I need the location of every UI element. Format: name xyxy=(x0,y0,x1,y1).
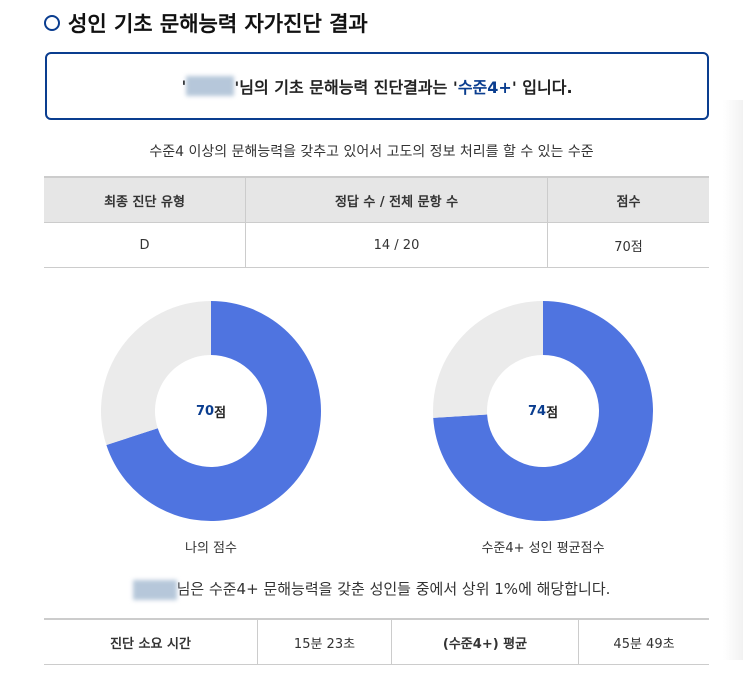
percentile-text: 님은 수준4+ 문해능력을 갖춘 성인들 중에서 상위 1%에 해당합니다. xyxy=(0,578,743,600)
page-title: 성인 기초 문해능력 자가진단 결과 xyxy=(44,8,368,38)
time-label: 진단 소요 시간 xyxy=(44,619,258,665)
average-value: 45분 49초 xyxy=(578,619,709,665)
time-value: 15분 23초 xyxy=(257,619,392,665)
donut-empty-slice xyxy=(100,301,211,445)
page-title-text: 성인 기초 문해능력 자가진단 결과 xyxy=(68,12,368,36)
level-description: 수준4 이상의 문해능력을 갖추고 있어서 고도의 정보 처리를 할 수 있는 … xyxy=(149,144,594,160)
header-score: 점수 xyxy=(547,176,709,223)
table-row: 진단 소요 시간 15분 23초 (수준4+) 평균 45분 49초 xyxy=(44,619,709,665)
header-answers: 정답 수 / 전체 문항 수 xyxy=(245,176,548,223)
scroll-edge xyxy=(723,100,743,660)
result-suffix: ' 입니다. xyxy=(511,78,573,97)
donut-center-label: 70 점 xyxy=(195,403,227,421)
percentile-sentence: 님은 수준4+ 문해능력을 갖춘 성인들 중에서 상위 1%에 해당합니다. xyxy=(176,580,611,598)
time-table: 진단 소요 시간 15분 23초 (수준4+) 평균 45분 49초 xyxy=(44,618,709,665)
donut-empty-slice xyxy=(433,301,543,418)
average-label: (수준4+) 평균 xyxy=(391,619,579,665)
cell-answers: 14 / 20 xyxy=(245,222,548,268)
header-type: 최종 진단 유형 xyxy=(44,176,246,223)
blurred-user-name xyxy=(186,76,235,96)
summary-table: 최종 진단 유형 정답 수 / 전체 문항 수 점수 D 14 / 20 70점 xyxy=(44,176,709,268)
donut-filled-slice xyxy=(106,301,321,521)
blurred-user-name xyxy=(132,579,177,600)
average-score-label: 수준4+ 성인 평균점수 xyxy=(481,541,605,556)
donut-center-label: 74 점 xyxy=(527,403,559,421)
cell-score: 70점 xyxy=(547,222,709,268)
result-level: 수준4+ xyxy=(457,78,512,97)
cell-type: D xyxy=(44,222,246,268)
my-score-donut: 70 점 xyxy=(100,300,322,526)
result-box: ' '님의 기초 문해능력 진단결과는 ' 수준4+ ' 입니다. xyxy=(45,52,709,120)
quote: ' xyxy=(181,76,187,96)
donut-filled-slice xyxy=(433,301,653,521)
average-score-donut: 74 점 xyxy=(432,300,654,526)
my-score-label: 나의 점수 xyxy=(185,541,237,556)
circle-bullet-icon xyxy=(44,15,60,31)
table-row: D 14 / 20 70점 xyxy=(44,222,709,268)
result-text: '님의 기초 문해능력 진단결과는 ' xyxy=(234,78,458,97)
